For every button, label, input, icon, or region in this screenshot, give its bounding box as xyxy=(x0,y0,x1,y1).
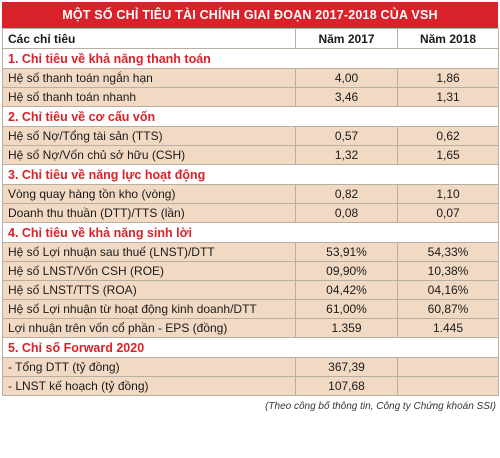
value-2017: 3,46 xyxy=(295,87,398,107)
value-2018: 1,65 xyxy=(397,145,499,165)
table-row: Hệ số Lợi nhuận từ hoạt động kinh doanh/… xyxy=(2,299,499,319)
table-row: Hệ số Nợ/Tổng tài sản (TTS) 0,57 0,62 xyxy=(2,126,499,146)
indicator-label: Vòng quay hàng tồn kho (vòng) xyxy=(2,184,296,204)
table-row: Doanh thu thuần (DTT)/TTS (lần) 0,08 0,07 xyxy=(2,203,499,223)
value-2018: 1.445 xyxy=(397,318,499,338)
header-indicator: Các chỉ tiêu xyxy=(2,28,296,49)
table-row: - Tổng DTT (tỷ đồng) 367,39 xyxy=(2,357,499,377)
value-2017: 53,91% xyxy=(295,242,398,262)
value-2018: 1,10 xyxy=(397,184,499,204)
table-row: Hệ số Nợ/Vốn chủ sở hữu (CSH) 1,32 1,65 xyxy=(2,145,499,165)
value-2017: 09,90% xyxy=(295,261,398,281)
value-2017: 04,42% xyxy=(295,280,398,300)
indicators-table-body: Các chỉ tiêu Năm 2017 Năm 2018 1. Chỉ ti… xyxy=(2,28,499,396)
table-row: Lợi nhuận trên vốn cổ phần - EPS (đồng) 1… xyxy=(2,318,499,338)
section-title: 1. Chỉ tiêu về khả năng thanh toán xyxy=(2,48,499,69)
value-2017: 0,57 xyxy=(295,126,398,146)
value-2018 xyxy=(397,357,499,377)
value-2018: 04,16% xyxy=(397,280,499,300)
indicator-label: Hệ số LNST/TTS (ROA) xyxy=(2,280,296,300)
table-row: Hệ số LNST/TTS (ROA) 04,42% 04,16% xyxy=(2,280,499,300)
section-row: 3. Chỉ tiêu về năng lực hoạt động xyxy=(2,164,499,185)
source-note: (Theo công bố thông tin, Công ty Chứng k… xyxy=(265,401,496,412)
value-2018: 1,31 xyxy=(397,87,499,107)
header-year-2017: Năm 2017 xyxy=(295,28,398,49)
indicator-label: - Tổng DTT (tỷ đồng) xyxy=(2,357,296,377)
indicator-label: Hệ số Lợi nhuận sau thuế (LNST)/DTT xyxy=(2,242,296,262)
table-row: Hệ số thanh toán ngắn hạn 4,00 1,86 xyxy=(2,68,499,88)
indicator-label: Hệ số thanh toán nhanh xyxy=(2,87,296,107)
table-row: Vòng quay hàng tồn kho (vòng) 0,82 1,10 xyxy=(2,184,499,204)
header-row: Các chỉ tiêu Năm 2017 Năm 2018 xyxy=(2,28,499,49)
table-title: MỘT SỐ CHỈ TIÊU TÀI CHÍNH GIAI ĐOẠN 2017… xyxy=(2,2,498,28)
indicator-label: Lợi nhuận trên vốn cổ phần - EPS (đồng) xyxy=(2,318,296,338)
section-row: 4. Chỉ tiêu về khả năng sinh lời xyxy=(2,222,499,243)
section-title: 3. Chỉ tiêu về năng lực hoạt động xyxy=(2,164,499,185)
indicator-label: Hệ số LNST/Vốn CSH (ROE) xyxy=(2,261,296,281)
indicator-label: Hệ số thanh toán ngắn hạn xyxy=(2,68,296,88)
value-2017: 4,00 xyxy=(295,68,398,88)
value-2017: 0,82 xyxy=(295,184,398,204)
table-row: - LNST kế hoạch (tỷ đồng) 107,68 xyxy=(2,376,499,396)
indicators-table: Các chỉ tiêu Năm 2017 Năm 2018 1. Chỉ ti… xyxy=(2,28,499,396)
section-row: 2. Chỉ tiêu về cơ cấu vốn xyxy=(2,106,499,127)
indicator-label: Hệ số Lợi nhuận từ hoạt động kinh doanh/… xyxy=(2,299,296,319)
value-2017: 367,39 xyxy=(295,357,398,377)
value-2018: 10,38% xyxy=(397,261,499,281)
section-row: 1. Chỉ tiêu về khả năng thanh toán xyxy=(2,48,499,69)
value-2017: 61,00% xyxy=(295,299,398,319)
value-2017: 107,68 xyxy=(295,376,398,396)
financial-indicators-panel: MỘT SỐ CHỈ TIÊU TÀI CHÍNH GIAI ĐOẠN 2017… xyxy=(2,2,499,412)
indicator-label: - LNST kế hoạch (tỷ đồng) xyxy=(2,376,296,396)
value-2018: 60,87% xyxy=(397,299,499,319)
indicator-label: Hệ số Nợ/Tổng tài sản (TTS) xyxy=(2,126,296,146)
indicator-label: Doanh thu thuần (DTT)/TTS (lần) xyxy=(2,203,296,223)
value-2018: 0,07 xyxy=(397,203,499,223)
table-row: Hệ số Lợi nhuận sau thuế (LNST)/DTT 53,91… xyxy=(2,242,499,262)
value-2017: 1,32 xyxy=(295,145,398,165)
value-2017: 1.359 xyxy=(295,318,398,338)
section-title: 4. Chỉ tiêu về khả năng sinh lời xyxy=(2,222,499,243)
value-2018 xyxy=(397,376,499,396)
table-row: Hệ số LNST/Vốn CSH (ROE) 09,90% 10,38% xyxy=(2,261,499,281)
section-title: 5. Chỉ số Forward 2020 xyxy=(2,337,499,358)
section-title: 2. Chỉ tiêu về cơ cấu vốn xyxy=(2,106,499,127)
section-row: 5. Chỉ số Forward 2020 xyxy=(2,337,499,358)
value-2018: 0,62 xyxy=(397,126,499,146)
indicator-label: Hệ số Nợ/Vốn chủ sở hữu (CSH) xyxy=(2,145,296,165)
value-2018: 1,86 xyxy=(397,68,499,88)
table-row: Hệ số thanh toán nhanh 3,46 1,31 xyxy=(2,87,499,107)
value-2018: 54,33% xyxy=(397,242,499,262)
header-year-2018: Năm 2018 xyxy=(397,28,499,49)
value-2017: 0,08 xyxy=(295,203,398,223)
